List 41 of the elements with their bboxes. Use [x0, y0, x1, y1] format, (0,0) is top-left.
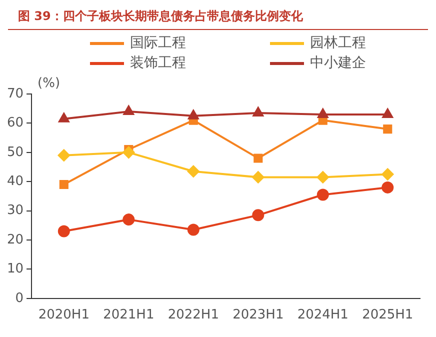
- x-tick-label: 2024H1: [297, 308, 348, 323]
- point: [252, 209, 264, 222]
- y-tick-label: 30: [6, 203, 24, 218]
- point: [318, 108, 328, 118]
- legend-label: 园林工程: [310, 34, 366, 52]
- y-tick-label: 60: [6, 116, 24, 131]
- x-tick-label: 2020H1: [38, 308, 90, 323]
- point: [188, 110, 199, 120]
- point: [382, 181, 394, 194]
- legend-label: 中小建企: [310, 54, 366, 72]
- x-tick-label: 2022H1: [168, 308, 219, 323]
- point: [58, 225, 70, 238]
- point: [122, 146, 135, 158]
- point: [123, 106, 134, 116]
- legend-label: 国际工程: [130, 34, 186, 52]
- chart-title: 图 39：四个子板块长期带息债务占带息债务比例变化: [8, 0, 428, 30]
- x-tick-label: 2021H1: [103, 308, 154, 323]
- point: [187, 165, 200, 178]
- x-tick-label: 2023H1: [232, 308, 284, 323]
- y-axis-title: (%): [38, 76, 60, 91]
- point: [58, 149, 70, 162]
- point: [316, 171, 329, 184]
- point: [254, 154, 263, 163]
- y-tick-label: 0: [15, 290, 24, 306]
- point: [59, 180, 68, 190]
- y-tick-label: 10: [6, 262, 24, 277]
- y-tick-label: 20: [6, 232, 24, 248]
- point: [252, 171, 264, 184]
- y-tick-label: 40: [6, 174, 24, 189]
- point: [382, 108, 393, 118]
- point: [383, 124, 392, 134]
- point: [58, 112, 70, 122]
- legend-label: 装饰工程: [130, 54, 186, 72]
- x-tick-label: 2025H1: [362, 308, 414, 323]
- point: [382, 168, 394, 180]
- point: [316, 188, 329, 201]
- point: [252, 106, 264, 116]
- point: [122, 214, 135, 226]
- point: [187, 224, 200, 236]
- y-tick-label: 50: [6, 144, 24, 160]
- y-tick-label: 70: [6, 86, 24, 102]
